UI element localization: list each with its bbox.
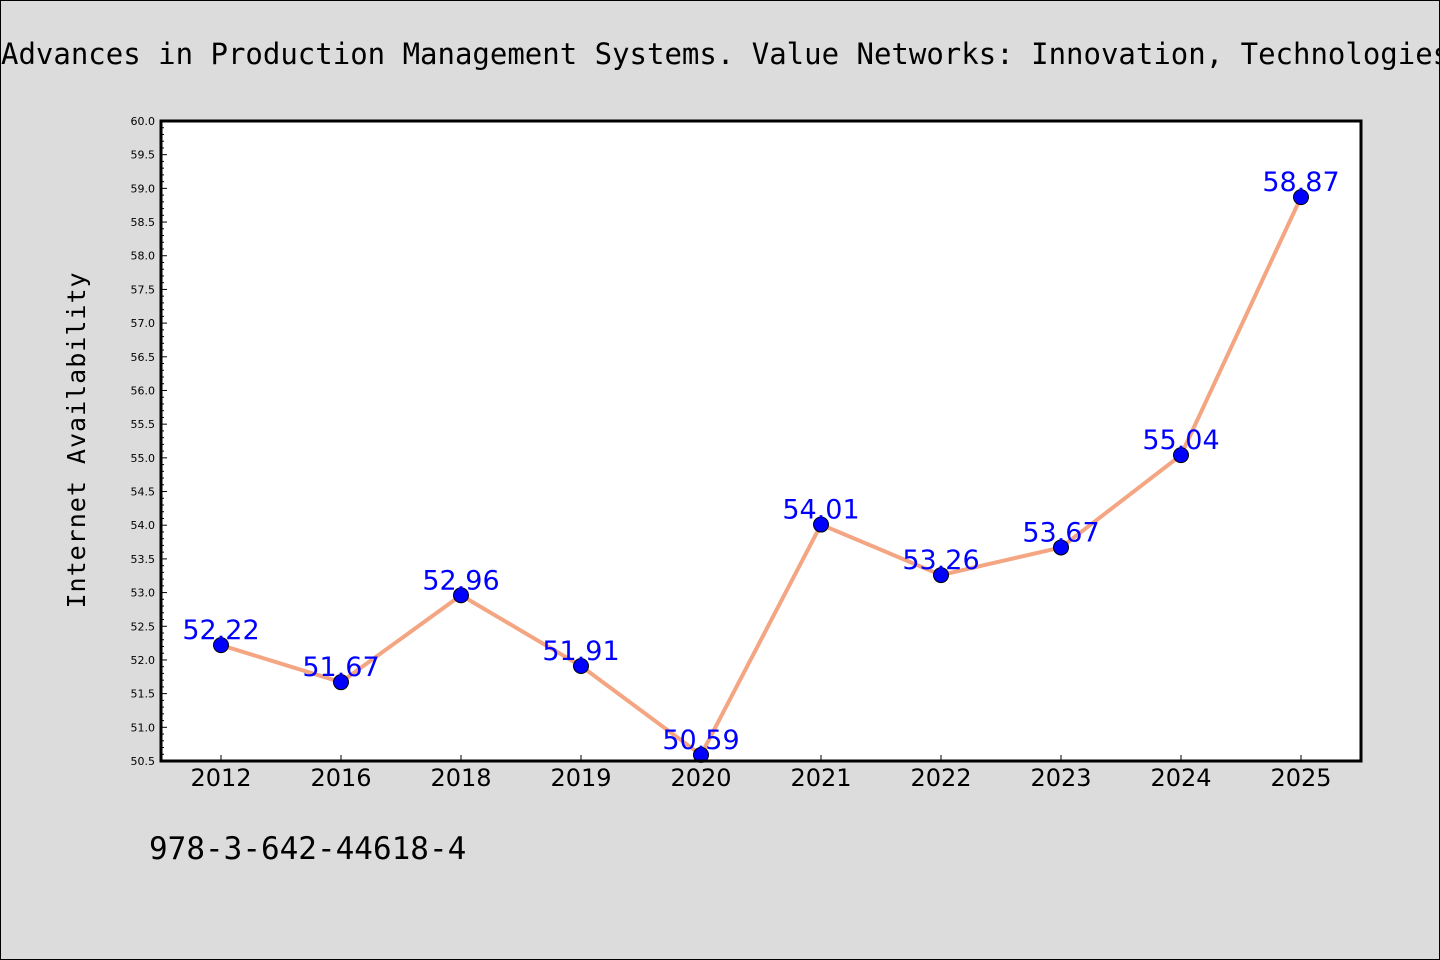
data-label: 53.67 xyxy=(1022,517,1099,548)
y-tick-label: 53.5 xyxy=(131,553,156,566)
data-label: 52.22 xyxy=(182,615,259,646)
x-tick-label: 2012 xyxy=(190,764,251,792)
x-tick-label: 2024 xyxy=(1150,764,1211,792)
series-line xyxy=(219,195,1303,757)
y-tick-label: 51.5 xyxy=(131,688,156,701)
x-tick-label: 2021 xyxy=(790,764,851,792)
plot-area xyxy=(161,121,1361,761)
data-label: 58.87 xyxy=(1262,167,1339,198)
isbn-text: 978-3-642-44618-4 xyxy=(149,831,467,867)
x-tick-label: 2025 xyxy=(1270,764,1331,792)
data-point xyxy=(333,674,349,691)
x-tick-label: 2022 xyxy=(910,764,971,792)
data-point xyxy=(1173,447,1189,464)
y-tick-label: 51.0 xyxy=(131,721,156,734)
y-tick-label: 56.0 xyxy=(131,384,156,397)
y-tick-label: 53.0 xyxy=(131,587,156,600)
data-label: 51.67 xyxy=(302,652,379,683)
data-point xyxy=(1053,539,1069,556)
x-axis: 2012 2016 2018 2019 2020 2021 2022 2023 2024 2025 xyxy=(190,755,1332,792)
data-point xyxy=(213,637,229,654)
y-tick-label: 58.5 xyxy=(131,216,156,229)
y-tick-label: 58.0 xyxy=(131,250,156,263)
x-tick-label: 2018 xyxy=(430,764,491,792)
y-tick-label: 57.0 xyxy=(131,317,156,330)
data-label: 50.59 xyxy=(662,725,739,756)
y-tick-label: 59.0 xyxy=(131,182,156,195)
data-label: 52.96 xyxy=(422,565,499,596)
y-tick-label: 55.5 xyxy=(131,418,156,431)
y-axis-label: Internet Availability xyxy=(62,271,91,608)
y-tick-label: 54.5 xyxy=(131,486,156,499)
y-tick-label: 50.5 xyxy=(131,755,156,768)
y-axis: 50.5 51.0 51.5 52.0 52.5 53.0 53.5 54.0 54.5 55.0… xyxy=(131,115,167,768)
data-point xyxy=(813,516,829,533)
data-point xyxy=(1293,189,1309,206)
x-tick-label: 2023 xyxy=(1030,764,1091,792)
x-tick-label: 2016 xyxy=(310,764,371,792)
data-point xyxy=(453,587,469,604)
y-tick-label: 60.0 xyxy=(131,115,156,128)
y-tick-label: 55.0 xyxy=(131,452,156,465)
y-tick-label: 54.0 xyxy=(131,519,156,532)
data-label: 53.26 xyxy=(902,545,979,576)
y-tick-label: 52.0 xyxy=(131,654,156,667)
data-point xyxy=(573,658,589,675)
data-labels-group: 52.22 51.67 52.96 51.91 50.59 54.01 53.26 53.67… xyxy=(182,167,1339,756)
y-tick-label: 57.5 xyxy=(131,283,156,296)
y-tick-label: 56.5 xyxy=(131,351,156,364)
x-tick-label: 2019 xyxy=(550,764,611,792)
plot-frame xyxy=(159,119,1363,763)
data-label: 55.04 xyxy=(1142,425,1219,456)
page-title: Advances in Production Management System… xyxy=(1,37,1439,71)
x-tick-label: 2020 xyxy=(670,764,731,792)
data-label: 51.91 xyxy=(542,636,619,667)
y-tick-label: 59.5 xyxy=(131,149,156,162)
y-tick-label: 52.5 xyxy=(131,620,156,633)
data-point xyxy=(933,567,949,584)
series-group xyxy=(213,189,1309,763)
data-label: 54.01 xyxy=(782,495,859,526)
